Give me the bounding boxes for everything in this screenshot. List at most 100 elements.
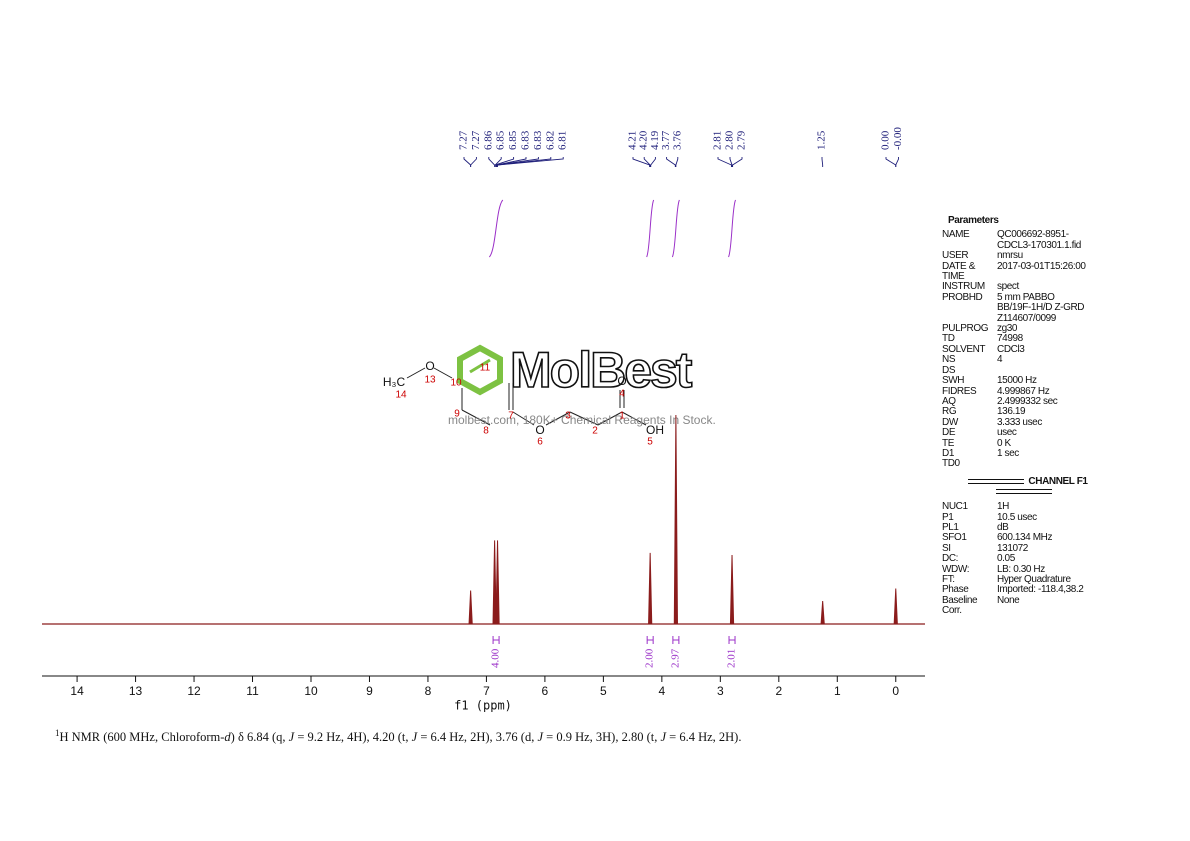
bond — [512, 411, 535, 426]
peak — [468, 590, 473, 625]
structure-label: O — [535, 423, 544, 437]
integral-bracket — [728, 636, 736, 644]
watermark-text: molbest.com, 180K+ Chemical Reagents In … — [448, 413, 716, 427]
parameter-key: PL1 — [942, 521, 959, 533]
parameter-key: TD — [942, 333, 955, 345]
parameter-value: QC006692-8951- CDCL3-170301.1.fid — [997, 229, 1081, 251]
peak-leader — [643, 157, 651, 167]
x-tick-label: 3 — [717, 684, 724, 698]
parameter-row: NS 4 — [942, 354, 1102, 366]
parameter-row: DE usec — [942, 427, 1102, 439]
structure-label: H₃C — [383, 375, 406, 389]
caption-part: H NMR (600 MHz, Chloroform- — [59, 730, 225, 745]
peak-label: 2.81 — [712, 131, 724, 150]
caption-part: J — [288, 730, 295, 745]
structure-label: 2 — [592, 426, 598, 437]
peak-label: 6.83 — [532, 130, 544, 150]
peak-leader — [463, 157, 472, 167]
parameter-key: DE — [942, 427, 956, 439]
parameter-key: FIDRES — [942, 385, 977, 397]
integral-curve — [671, 199, 680, 258]
peak-leader — [885, 157, 897, 167]
parameter-value: 3.333 usec — [997, 416, 1042, 428]
structure-label: 14 — [395, 390, 407, 401]
caption-part: J — [660, 730, 667, 745]
parameter-row: DC: 0.05 — [942, 553, 1102, 564]
peak-label: 1.25 — [816, 130, 828, 150]
parameter-value: 2017-03-01T15:26:00 — [997, 260, 1086, 272]
parameter-value: usec — [997, 427, 1017, 439]
peak-label: -0.00 — [892, 127, 904, 150]
peak-leader — [488, 157, 496, 167]
bond — [569, 411, 599, 426]
x-tick-label: 1 — [834, 684, 841, 698]
parameter-row: WDW: LB: 0.30 Hz — [942, 563, 1102, 575]
integral-label: 4.00 — [490, 648, 502, 668]
parameter-row: AQ 2.4999332 sec — [942, 395, 1102, 407]
peak — [648, 552, 653, 625]
parameter-key: DW — [942, 416, 958, 428]
parameter-key: WDW: — [942, 563, 970, 575]
parameter-row: RG 136.19 — [942, 406, 1102, 418]
parameter-key: RG — [942, 406, 957, 418]
parameter-value: spect — [997, 281, 1019, 293]
parameter-key: USER — [942, 250, 969, 262]
parameter-key: PROBHD — [942, 291, 983, 303]
integral-curve — [728, 199, 737, 258]
channel-heading: CHANNEL F1 — [964, 475, 1092, 487]
peak-label: 3.76 — [671, 130, 683, 150]
parameter-key: Phase — [942, 584, 969, 596]
parameter-row: D1 1 sec — [942, 448, 1102, 459]
integral-label: 2.97 — [669, 648, 681, 668]
structure-label: 5 — [647, 437, 653, 448]
channel-title: CHANNEL F1 — [1028, 475, 1088, 487]
structure-label: 8 — [483, 426, 489, 437]
peak-leader — [732, 157, 743, 167]
parameter-key: SWH — [942, 375, 965, 387]
caption-part: J — [411, 730, 418, 745]
parameter-row: FIDRES 4.999867 Hz — [942, 385, 1102, 397]
parameter-value: 136.19 — [997, 406, 1026, 418]
peak-label: 2.80 — [724, 130, 736, 150]
parameter-row: SFO1 600.134 MHz — [942, 532, 1102, 544]
caption-part: = 0.9 Hz, 3H), 2.80 (t, — [543, 730, 661, 745]
peak-leader — [470, 157, 477, 167]
logo-mark — [469, 358, 491, 374]
integral-label: 2.00 — [644, 648, 656, 668]
peak-label: 4.19 — [649, 130, 661, 150]
caption-part: d — [224, 730, 231, 745]
parameter-row: DW 3.333 usec — [942, 416, 1102, 428]
parameter-row: PULPROG zg30 — [942, 323, 1102, 335]
parameter-value: 0 K — [997, 437, 1011, 449]
structure-label: 10 — [450, 378, 462, 389]
caption-part: J — [537, 730, 544, 745]
structure-label: 3 — [565, 411, 571, 422]
parameter-row: DATE & TIME 2017-03-01T15:26:00 — [942, 260, 1102, 283]
structure-label: 4 — [619, 389, 625, 400]
bond — [433, 367, 453, 379]
parameter-row: FT: Hyper Quadrature — [942, 574, 1102, 585]
parameter-value: 4 — [997, 354, 1003, 366]
parameter-value: 600.134 MHz — [997, 532, 1053, 544]
caption-part: ) δ 6.84 (q, — [230, 730, 289, 745]
parameter-value: zg30 — [997, 323, 1018, 335]
peak — [673, 414, 678, 625]
parameter-key: P1 — [942, 511, 954, 523]
integral-label: 2.01 — [726, 649, 738, 668]
parameter-value: dB — [997, 521, 1009, 533]
parameter-row: Baseline Corr. None — [942, 595, 1102, 617]
rule — [968, 478, 1025, 484]
bond — [406, 367, 426, 379]
parameter-key: AQ — [942, 395, 956, 407]
parameter-row: USER nmrsu — [942, 250, 1102, 262]
bond — [621, 411, 647, 426]
integral-bracket — [646, 636, 654, 644]
peak-label: 7.27 — [458, 130, 470, 150]
bond — [545, 411, 571, 426]
structure — [406, 367, 647, 426]
x-tick-label: 9 — [366, 684, 373, 698]
parameter-key: INSTRUM — [942, 281, 985, 293]
parameter-key: NS — [942, 354, 956, 366]
parameter-row: TD0 — [942, 458, 1102, 469]
bond — [461, 409, 491, 426]
